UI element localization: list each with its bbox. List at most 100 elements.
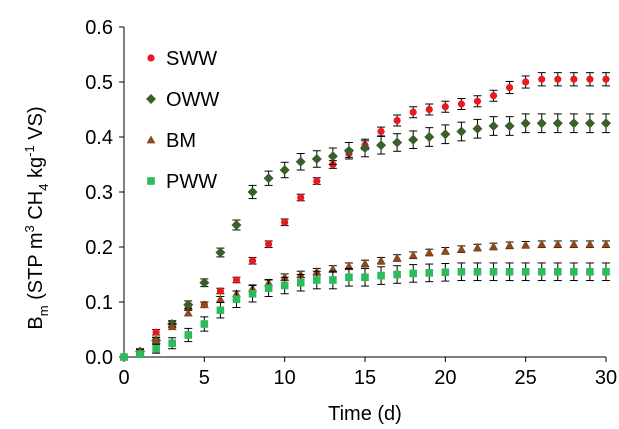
data-point-pww [136, 350, 144, 359]
y-title-sub: m [36, 305, 51, 316]
series-sww [120, 72, 610, 361]
y-title-text: (STP m [25, 232, 47, 305]
plot-area: 0.0 0.1 0.2 0.3 0.4 0.5 0.6 0 5 10 15 20 25 30 [85, 17, 617, 389]
y-title-text: VS) [25, 106, 47, 145]
legend-label-oww: OWW [166, 89, 219, 111]
legend-marker-oww [146, 94, 156, 104]
data-point-sww [457, 100, 465, 108]
data-point-sww [554, 75, 562, 83]
data-point-sww [409, 108, 417, 116]
data-point-pww [120, 353, 128, 361]
data-point-sww [538, 75, 546, 83]
series-bm [119, 239, 611, 361]
data-point-pww [264, 284, 273, 293]
legend-marker-sww [147, 54, 155, 62]
data-point-pww [602, 267, 610, 276]
data-point-oww [440, 129, 451, 140]
data-point-sww [602, 75, 610, 83]
y-title-sub: 4 [36, 184, 51, 191]
data-point-oww [343, 145, 354, 156]
data-point-bm [167, 322, 177, 331]
data-point-sww [313, 177, 321, 185]
data-point-pww [345, 273, 353, 282]
data-point-bm [408, 250, 418, 259]
data-point-sww [441, 103, 449, 111]
data-point-bm [296, 269, 306, 278]
series-layer [119, 72, 611, 362]
data-point-pww [232, 295, 241, 304]
data-point-sww [489, 92, 498, 100]
y-tick-label: 0.5 [85, 72, 113, 94]
data-point-sww [297, 193, 305, 202]
data-point-bm [344, 261, 354, 270]
y-tick-label: 0.6 [85, 17, 113, 39]
data-point-pww [457, 267, 466, 276]
series-pww [120, 262, 610, 361]
data-point-oww [199, 277, 210, 288]
data-point-oww [215, 247, 226, 258]
data-point-bm [585, 239, 595, 248]
data-point-bm [360, 258, 370, 267]
data-point-oww [520, 118, 531, 129]
data-point-bm [328, 264, 338, 273]
data-point-sww [248, 257, 257, 265]
data-point-pww [248, 289, 257, 298]
data-point-bm [601, 239, 611, 248]
data-point-bm [392, 253, 402, 262]
data-point-sww [216, 287, 224, 295]
data-point-sww [265, 240, 273, 248]
data-point-pww [441, 268, 450, 277]
data-point-sww [586, 75, 594, 83]
data-point-oww [456, 126, 467, 137]
data-point-bm [440, 246, 450, 255]
data-point-bm [199, 300, 209, 309]
data-point-bm [489, 241, 498, 250]
data-point-pww [200, 320, 209, 328]
y-title-main: B [25, 316, 47, 329]
data-point-pww [313, 276, 321, 284]
data-point-pww [586, 267, 594, 276]
data-point-pww [409, 269, 417, 278]
y-title-sup: 3 [22, 225, 37, 232]
data-point-pww [361, 273, 369, 282]
data-point-sww [522, 78, 530, 86]
data-point-oww [263, 173, 274, 184]
y-tick-label: 0.1 [85, 292, 113, 314]
data-point-oww [472, 123, 483, 134]
x-tick-label: 30 [595, 367, 617, 389]
x-tick-label: 10 [274, 367, 296, 389]
data-point-oww [552, 118, 563, 129]
data-point-bm [569, 239, 579, 248]
data-point-oww [392, 137, 403, 148]
data-point-bm [280, 272, 290, 281]
data-point-sww [393, 116, 401, 125]
y-title-text: CH [25, 191, 47, 225]
data-point-oww [424, 132, 435, 142]
data-point-pww [537, 267, 546, 276]
data-point-sww [506, 83, 514, 92]
x-tick-label: 5 [199, 367, 210, 389]
legend-marker-pww [147, 177, 155, 185]
data-point-oww [376, 140, 387, 151]
data-point-bm [424, 247, 434, 256]
data-point-pww [377, 271, 385, 280]
data-point-oww [231, 220, 242, 230]
legend: SWW OWW BM PWW [146, 48, 219, 193]
data-point-oww [279, 165, 290, 175]
y-axis-title: Bm (STP m3 CH4 kg-1 VS) [22, 106, 51, 329]
y-title-sup: -1 [22, 145, 37, 157]
y-tick-label: 0.4 [85, 127, 113, 149]
legend-marker-bm [146, 135, 156, 144]
data-point-bm [376, 256, 386, 265]
y-title-text: kg [25, 157, 47, 184]
data-point-bm [553, 239, 563, 248]
data-point-oww [568, 118, 579, 129]
data-point-pww [473, 267, 482, 276]
data-point-bm [473, 242, 482, 251]
data-point-pww [489, 267, 498, 276]
data-point-pww [554, 267, 562, 276]
x-tick-label: 20 [434, 367, 456, 389]
data-point-pww [329, 276, 337, 284]
data-point-oww [504, 121, 515, 131]
